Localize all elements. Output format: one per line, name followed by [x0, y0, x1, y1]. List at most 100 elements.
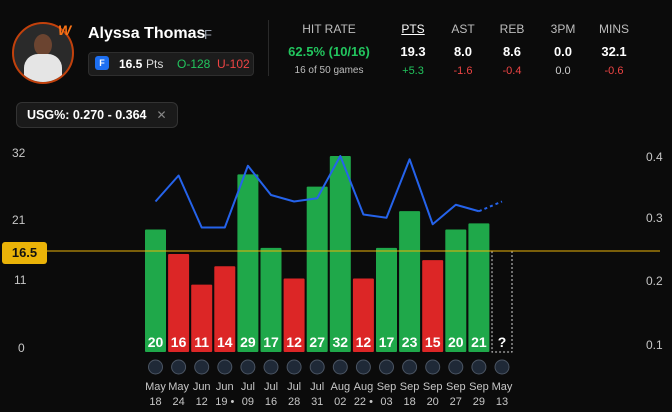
sparks-icon — [494, 359, 510, 375]
wings-icon — [171, 359, 187, 375]
stat-diff: -0.6 — [604, 65, 624, 77]
storm-icon — [425, 359, 441, 375]
hit-rate-value: 62.5% (10/16) — [288, 44, 370, 59]
bar-game — [145, 229, 166, 352]
stat-label: AST — [451, 22, 475, 36]
left-axis-tick: 21 — [12, 213, 26, 227]
right-axis-tick: 0.3 — [646, 211, 663, 225]
date-month-label: Aug — [354, 381, 374, 393]
date-month-label: Sep — [446, 381, 466, 393]
date-day-label: 22 • — [354, 396, 373, 408]
date-day-label: 12 — [196, 396, 208, 408]
date-month-label: May — [492, 381, 513, 393]
date-month-label: Sep — [423, 381, 443, 393]
date-day-label: 31 — [311, 396, 323, 408]
date-month-label: Jun — [193, 381, 211, 393]
stat-value: 8.6 — [502, 44, 522, 59]
date-day-label: 18 — [149, 396, 161, 408]
player-avatar — [12, 22, 74, 84]
stat-reb[interactable]: REB 8.6 -0.4 — [492, 22, 532, 77]
date-month-label: Sep — [469, 381, 489, 393]
bar-value-label: 23 — [402, 334, 418, 350]
bar-game — [260, 247, 282, 352]
date-day-label: 03 — [380, 396, 392, 408]
bar-value-label: 20 — [148, 334, 164, 350]
usage-line-projection — [478, 200, 503, 213]
left-axis-tick: 0 — [18, 341, 25, 355]
player-position: F — [204, 27, 212, 42]
under-odds: U-102 — [217, 57, 250, 71]
lynx-icon — [448, 359, 464, 375]
bar-game — [237, 174, 259, 352]
team-logo-icon: W — [58, 22, 72, 38]
bar-value-label: 11 — [194, 334, 209, 350]
over-odds: O-128 — [177, 57, 211, 71]
stat-diff: 0.0 — [555, 65, 571, 77]
sun-icon — [217, 359, 233, 375]
bar-game — [445, 229, 467, 352]
liberty-icon — [148, 359, 163, 375]
stat-diff: +5.3 — [402, 65, 424, 77]
lynx-icon — [286, 359, 302, 375]
usage-line-series — [154, 155, 480, 229]
bar-value-label: 14 — [217, 334, 233, 350]
close-icon[interactable]: ✕ — [156, 108, 167, 122]
mystics-icon — [309, 359, 325, 375]
date-month-label: Sep — [400, 381, 420, 393]
stat-ast[interactable]: AST 8.0 -1.6 — [443, 22, 483, 77]
mercury-icon — [240, 359, 256, 375]
date-month-label: Jun — [216, 381, 234, 393]
bar-game — [214, 266, 236, 352]
stat-value: 19.3 — [400, 44, 426, 59]
date-day-label: 02 — [334, 396, 346, 408]
date-month-label: May — [145, 381, 166, 393]
bar-value-label: 32 — [333, 334, 349, 350]
date-day-label: 27 — [450, 396, 462, 408]
date-month-label: Jul — [241, 381, 255, 393]
bar-game — [399, 211, 421, 352]
stat-mins[interactable]: MINS 32.1 -0.6 — [592, 22, 636, 77]
date-month-label: Jul — [264, 381, 278, 393]
date-day-label: 20 — [427, 396, 439, 408]
stat-label: MINS — [599, 22, 629, 36]
header-divider — [268, 20, 269, 76]
mercury-icon — [402, 359, 418, 375]
stat-value: 32.1 — [601, 44, 627, 59]
stat-pts[interactable]: PTS 19.3 +5.3 — [393, 22, 433, 77]
line-value: 16.5 — [119, 57, 143, 71]
bar-game — [352, 278, 374, 352]
usage-filter-label: USG%: 0.270 - 0.364 — [27, 108, 147, 122]
right-axis-tick: 0.4 — [646, 150, 663, 164]
stat-value: 0.0 — [553, 44, 573, 59]
bar-game — [168, 254, 190, 352]
stat-3pm[interactable]: 3PM 0.0 0.0 — [543, 22, 583, 77]
hit-rate-block: HIT RATE 62.5% (10/16) 16 of 50 games — [276, 22, 382, 76]
date-day-label: 29 — [473, 396, 485, 408]
aces-icon — [379, 359, 394, 375]
bar-game — [376, 247, 397, 352]
bar-game — [191, 284, 213, 352]
usage-filter-chip[interactable]: USG%: 0.270 - 0.364 ✕ — [16, 102, 178, 128]
dream-icon — [194, 359, 210, 375]
date-day-label: 13 — [496, 396, 508, 408]
sparks-icon — [263, 359, 279, 375]
date-day-label: 09 — [242, 396, 254, 408]
fever-icon — [332, 359, 348, 375]
bar-value-label: 12 — [286, 334, 302, 350]
bar-value-label: 29 — [240, 334, 256, 350]
bar-value-label: 12 — [356, 334, 372, 350]
bar-game — [468, 223, 490, 352]
bar-value-label: 27 — [309, 334, 325, 350]
date-day-label: 28 — [288, 396, 300, 408]
left-axis-tick: 11 — [14, 273, 27, 287]
bar-value-label: 21 — [471, 334, 487, 350]
bar-value-label: 16 — [171, 334, 187, 350]
bar-game — [306, 186, 328, 352]
bar-game — [422, 260, 444, 352]
prop-line-pill[interactable]: F 16.5 Pts O-128 U-102 — [88, 52, 254, 76]
bar-value-label: 17 — [379, 334, 395, 350]
date-day-label: 19 • — [215, 396, 234, 408]
bar-value-label: 15 — [425, 334, 441, 350]
bar-value-label: 17 — [263, 334, 279, 350]
